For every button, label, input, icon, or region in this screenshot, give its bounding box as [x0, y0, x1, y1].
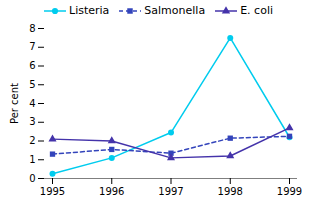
html-text:Listeria: Listeria	[69, 4, 110, 17]
svg-text:1998: 1998	[218, 186, 243, 197]
svg-text:3: 3	[29, 116, 35, 127]
svg-text:4: 4	[29, 98, 35, 109]
svg-text:8: 8	[29, 23, 35, 34]
svg-text:7: 7	[29, 41, 35, 52]
svg-text:6: 6	[29, 60, 35, 71]
svg-text:1995: 1995	[40, 186, 65, 197]
svg-text:5: 5	[29, 79, 35, 90]
svg-text:1999: 1999	[277, 186, 302, 197]
svg-text:1996: 1996	[99, 186, 124, 197]
html-text:E. coli: E. coli	[240, 4, 273, 17]
svg-text:1997: 1997	[158, 186, 183, 197]
svg-text:2: 2	[29, 135, 35, 146]
svg-text:Per cent: Per cent	[9, 83, 20, 124]
html-text:Salmonella: Salmonella	[144, 4, 206, 17]
svg-text:1: 1	[29, 154, 35, 165]
svg-text:0: 0	[29, 173, 35, 184]
